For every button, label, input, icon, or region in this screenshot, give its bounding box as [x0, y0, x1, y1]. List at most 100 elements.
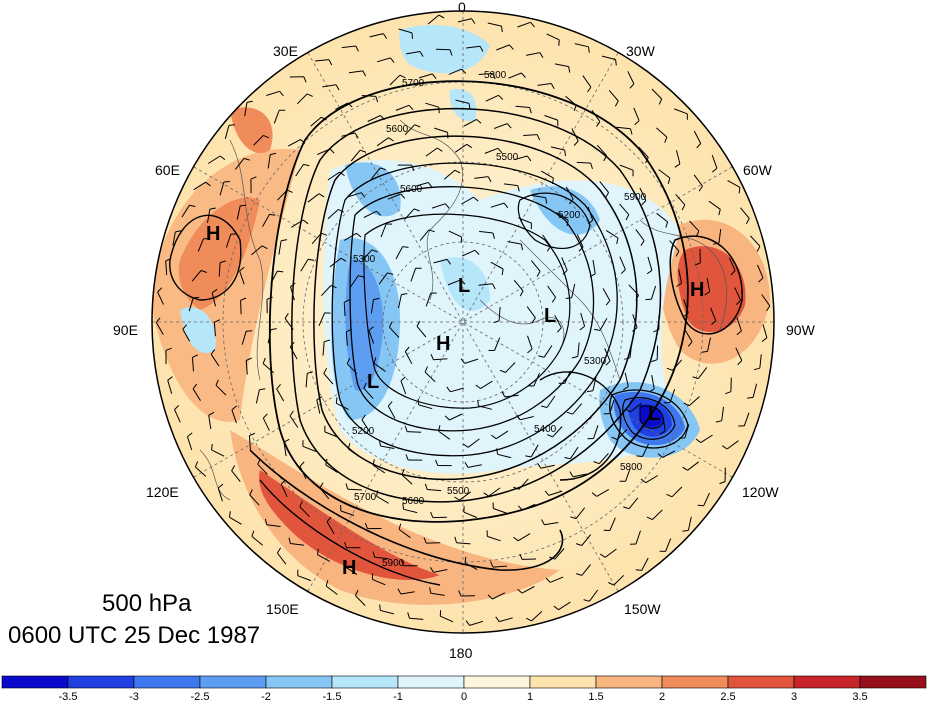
wind-barb: [311, 232, 322, 245]
high-pressure-center: H: [436, 333, 450, 355]
wind-barb: [236, 205, 241, 220]
wind-barb-flag: [513, 486, 520, 490]
wind-barb: [569, 446, 579, 460]
wind-barb-flag: [571, 355, 578, 359]
wind-barb: [556, 212, 569, 221]
wind-barb-flag: [509, 44, 514, 50]
wind-barb: [651, 375, 655, 389]
wind-barb-flag: [675, 250, 680, 257]
wind-barb-flag: [531, 317, 536, 324]
wind-barb: [554, 63, 569, 68]
wind-barb-flag: [362, 70, 367, 77]
low-pressure-center: L: [458, 275, 470, 297]
wind-barb: [508, 72, 522, 79]
wind-barb-flag: [390, 57, 395, 63]
wind-barb-flag: [303, 76, 307, 83]
wind-barb-flag: [228, 124, 235, 126]
wind-barb: [401, 474, 413, 485]
wind-barb: [459, 491, 472, 501]
wind-barb-flag: [246, 100, 253, 103]
wind-barb: [317, 554, 331, 562]
wind-barb: [321, 285, 332, 297]
height-contours: [169, 80, 743, 586]
wind-barb-flag: [692, 376, 699, 380]
wind-barb-flag: [219, 155, 226, 161]
wind-barb-flag: [373, 297, 380, 301]
wind-barb: [409, 617, 424, 620]
colorbar-tick-label: -3.5: [59, 691, 78, 702]
wind-barb-flag: [501, 268, 504, 275]
wind-barb: [507, 241, 522, 245]
low-pressure-center: L: [367, 371, 379, 393]
wind-barb: [315, 59, 330, 62]
wind-barb: [157, 291, 164, 305]
wind-barb: [752, 383, 758, 398]
wind-barb: [182, 328, 191, 342]
wind-barb: [495, 430, 509, 440]
wind-barb: [224, 125, 230, 140]
wind-barb-flag: [624, 408, 631, 413]
wind-barb-flag: [205, 181, 211, 187]
wind-barb: [605, 229, 619, 239]
wind-barb: [419, 229, 430, 241]
wind-barb: [290, 286, 295, 301]
wind-barb-flag: [667, 177, 671, 184]
wind-barb: [683, 299, 689, 313]
wind-barb: [425, 147, 438, 157]
wind-barb-flag: [566, 411, 573, 415]
wind-barb: [456, 542, 471, 545]
wind-barb-flag: [568, 66, 571, 73]
wind-barb-flag: [279, 90, 284, 97]
wind-barb-flag: [682, 529, 689, 532]
colorbar-tick-label: 1.5: [588, 691, 603, 702]
wind-barb: [530, 260, 541, 272]
wind-barb-flag: [407, 612, 410, 619]
wind-barb: [253, 135, 264, 146]
wind-barb: [348, 448, 360, 458]
wind-barb: [736, 317, 742, 332]
wind-barb: [665, 538, 672, 552]
wind-barb: [355, 595, 366, 606]
wind-barb-flag: [438, 14, 445, 19]
wind-barb-flag: [339, 171, 345, 177]
contour-label: 5900: [624, 192, 647, 203]
wind-barb-flag: [493, 320, 500, 324]
wind-barb-flag: [261, 245, 268, 250]
wind-barb-flag: [625, 214, 630, 221]
wind-barb-flag: [307, 371, 314, 374]
wind-barb: [407, 431, 422, 433]
wind-barb-flag: [325, 458, 328, 465]
wind-barb-flag: [354, 132, 359, 139]
wind-barb: [249, 494, 260, 506]
wind-barb-flag: [590, 162, 593, 170]
wind-barb: [436, 48, 451, 51]
wind-barb-flag: [424, 366, 428, 373]
wind-barb: [684, 424, 690, 439]
wind-barb: [188, 297, 194, 312]
wind-barb-flag: [264, 518, 268, 525]
wind-barb: [591, 109, 601, 122]
wind-barb: [427, 489, 442, 492]
wind-barb-flag: [270, 328, 277, 331]
wind-barb-flag: [276, 547, 282, 554]
colorbar-box: [67, 675, 135, 689]
wind-barb: [302, 445, 317, 452]
wind-barb: [461, 196, 474, 205]
wind-barb: [552, 426, 563, 438]
wind-barb: [757, 264, 764, 278]
wind-barb: [513, 155, 528, 161]
wind-barb-flag: [538, 355, 545, 358]
wind-barb-flag: [372, 459, 375, 466]
wind-barb-flag: [432, 73, 437, 80]
wind-barb-flag: [615, 59, 617, 66]
wind-barb-flag: [328, 59, 333, 66]
wind-barb-flag: [444, 415, 450, 421]
wind-barb-flag: [194, 461, 199, 468]
wind-barb: [262, 363, 275, 374]
wind-barb: [564, 370, 571, 384]
wind-barb-flag: [454, 536, 457, 543]
wind-barb: [592, 376, 597, 391]
wind-barb: [599, 317, 608, 331]
wind-barb-flag: [464, 556, 467, 563]
wind-barb: [616, 429, 628, 440]
